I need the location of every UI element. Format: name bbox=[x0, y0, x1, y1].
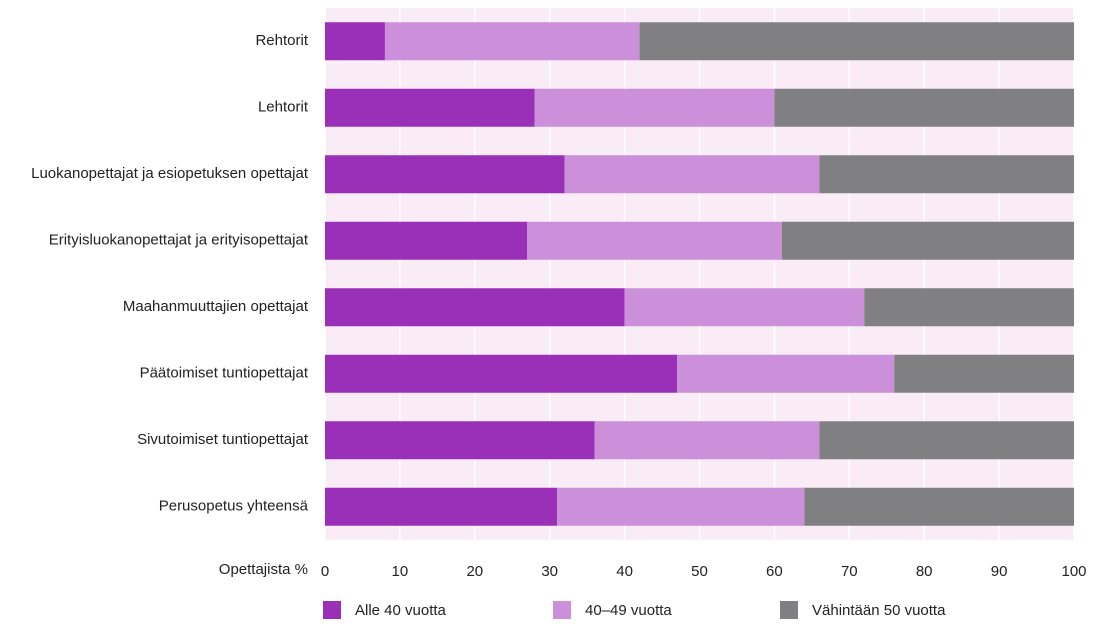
y-tick-label: Sivutoimiset tuntiopettajat bbox=[137, 431, 309, 448]
x-tick-label: 80 bbox=[916, 563, 933, 580]
y-tick-label: Perusopetus yhteensä bbox=[159, 498, 309, 515]
bar-segment bbox=[774, 88, 1074, 127]
legend-swatch bbox=[323, 601, 341, 619]
legend-label: Alle 40 vuotta bbox=[355, 602, 447, 619]
y-tick-label: Luokanopettajat ja esiopetuksen opettaja… bbox=[31, 165, 309, 182]
x-tick-label: 60 bbox=[766, 563, 783, 580]
x-tick-label: 0 bbox=[321, 563, 329, 580]
x-tick-label: 50 bbox=[691, 563, 708, 580]
bar-segment bbox=[527, 221, 782, 260]
y-tick-label: Päätoimiset tuntiopettajat bbox=[140, 365, 309, 382]
bar-segment bbox=[594, 421, 820, 460]
x-tick-label: 100 bbox=[1061, 563, 1086, 580]
bar-segment bbox=[894, 354, 1074, 393]
x-tick-label: 20 bbox=[466, 563, 483, 580]
legend-swatch bbox=[780, 601, 798, 619]
x-tick-label: 30 bbox=[541, 563, 558, 580]
bar-segment bbox=[325, 487, 558, 526]
bar-segment bbox=[677, 354, 895, 393]
bar-segment bbox=[864, 288, 1074, 327]
x-tick-label: 90 bbox=[991, 563, 1008, 580]
bar-segment bbox=[325, 155, 565, 194]
bar-segment bbox=[804, 487, 1074, 526]
y-tick-label: Rehtorit bbox=[255, 32, 308, 49]
y-tick-label: Lehtorit bbox=[258, 99, 309, 116]
bar-segment bbox=[624, 288, 865, 327]
bar-segment bbox=[819, 421, 1074, 460]
legend-swatch bbox=[553, 601, 571, 619]
bar-segment bbox=[819, 155, 1074, 194]
y-tick-label: Erityisluokanopettajat ja erityisopettaj… bbox=[49, 232, 309, 249]
x-tick-label: 10 bbox=[392, 563, 409, 580]
x-axis-label: Opettajista % bbox=[219, 561, 308, 578]
bar-segment bbox=[325, 88, 535, 127]
bar-segment bbox=[325, 421, 595, 460]
legend-label: Vähintään 50 vuotta bbox=[812, 602, 946, 619]
x-tick-label: 40 bbox=[616, 563, 633, 580]
bar-segment bbox=[534, 88, 775, 127]
bar-segment bbox=[564, 155, 820, 194]
bar-segment bbox=[781, 221, 1074, 260]
legend-label: 40–49 vuotta bbox=[585, 602, 672, 619]
bar-segment bbox=[384, 22, 640, 61]
bar-segment bbox=[325, 288, 625, 327]
bar-segment bbox=[639, 22, 1074, 61]
bar-segment bbox=[557, 487, 805, 526]
bar-segment bbox=[325, 354, 678, 393]
bar-segment bbox=[325, 22, 385, 61]
bar-segment bbox=[325, 221, 528, 260]
y-tick-label: Maahanmuuttajien opettajat bbox=[123, 298, 309, 315]
x-tick-label: 70 bbox=[841, 563, 858, 580]
